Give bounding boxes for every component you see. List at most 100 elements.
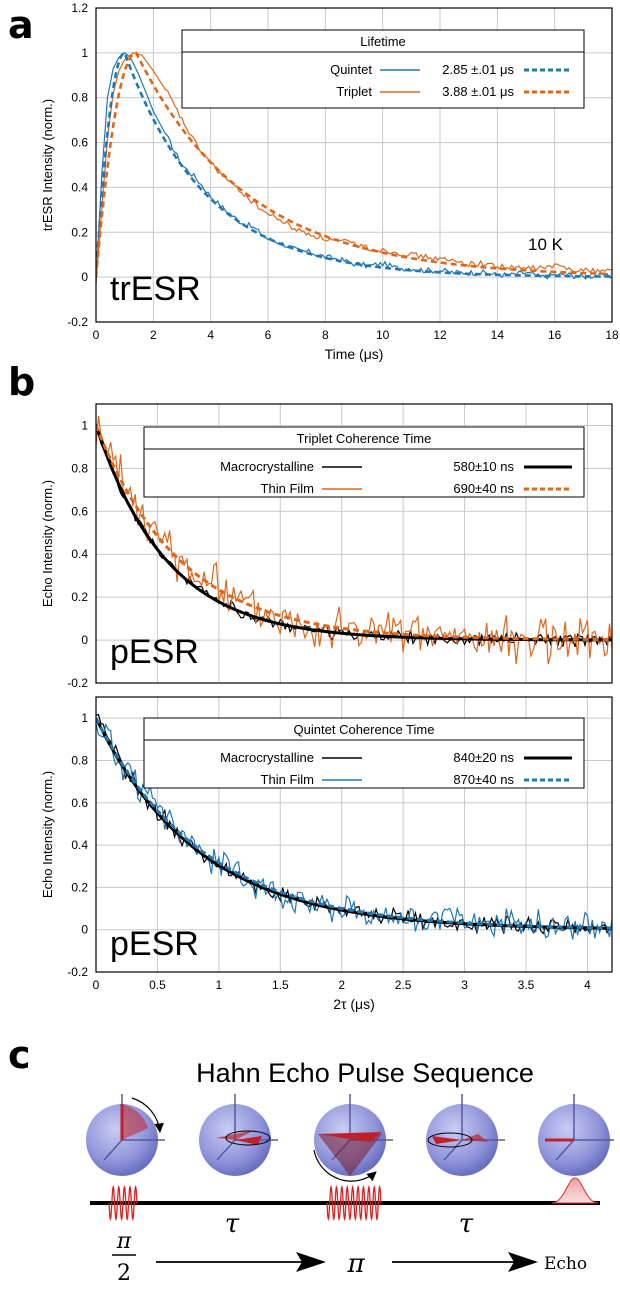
x-tick-label: 3.5 — [518, 978, 535, 992]
y-tick-label: 0.8 — [71, 91, 88, 105]
y-tick-label: 0.2 — [71, 225, 88, 239]
plot-area — [96, 713, 612, 940]
hahn-title: Hahn Echo Pulse Sequence — [196, 1058, 534, 1088]
tau-label-2: τ — [459, 1209, 474, 1239]
series-line-thin-film — [96, 722, 612, 940]
panel-letter-c: c — [8, 1033, 31, 1077]
legend-entry-name: Thin Film — [261, 481, 314, 496]
y-tick-label: 0.6 — [71, 504, 88, 518]
x-tick-label: 16 — [548, 328, 562, 342]
y-tick-label: 1 — [81, 46, 88, 60]
legend-entry-fit: 2.85 ±.01 μs — [442, 62, 514, 77]
y-axis-label: trESR Intensity (norm.) — [40, 99, 55, 231]
annotation-method: trESR — [110, 270, 201, 308]
x-tick-label: 1 — [216, 978, 223, 992]
bloch-sphere-2 — [199, 1094, 278, 1176]
plot-frame — [95, 7, 613, 323]
legend-entry-name: Quintet — [330, 62, 372, 77]
y-axis-label: Echo Intensity (norm.) — [40, 771, 55, 898]
legend-box — [181, 29, 585, 109]
x-tick-label: 18 — [605, 328, 619, 342]
x-tick-label: 4 — [584, 978, 591, 992]
legend-title: Triplet Coherence Time — [297, 431, 432, 446]
pESR-triplet-chart: -0.2 0 0.2 0.4 0.6 0.8 1 Echo Intensity (norm.)… — [40, 403, 613, 690]
series-line-triplet-fit — [96, 51, 611, 278]
x-tick-label: 3 — [461, 978, 468, 992]
legend-entry-fit: 690±40 ns — [453, 481, 514, 496]
x-tick-label: 10 — [376, 328, 390, 342]
x-tick-label: 0 — [93, 978, 100, 992]
x-axis-label: Time (μs) — [325, 346, 384, 362]
pulse-wave — [108, 1185, 138, 1221]
x-tick-label: 2 — [150, 328, 157, 342]
series-line-macrocrystalline — [96, 713, 612, 935]
bloch-sphere-3 — [313, 1094, 393, 1182]
plot-area — [96, 51, 612, 284]
legend-entry-fit: 3.88 ±.01 μs — [442, 84, 514, 99]
y-tick-label: 1 — [81, 418, 88, 432]
pESR-quintet-chart: -0.2 0 0.2 0.4 0.6 0.8 1 0 0.5 1 1.5 2 2.5 3 3.5 4 2τ (μ… — [40, 696, 613, 1012]
y-tick-label: 0 — [81, 633, 88, 647]
arrow-1-head — [296, 1252, 326, 1272]
y-tick-label: 0.4 — [71, 547, 88, 561]
x-tick-label: 4 — [207, 328, 214, 342]
echo-signal — [551, 1177, 599, 1204]
y-tick-label: 0.6 — [71, 796, 88, 810]
legend: Quintet Coherence Time Macrocrystalline 84… — [143, 717, 585, 789]
echo-label: Echo — [544, 1254, 587, 1274]
arrow-2-head — [508, 1252, 538, 1272]
y-tick-label: -0.2 — [67, 315, 88, 329]
pulse-wave — [326, 1184, 382, 1222]
plot-frame — [95, 403, 613, 684]
legend-entry-fit: 870±40 ns — [453, 772, 514, 787]
x-tick-label: 12 — [433, 328, 447, 342]
series-line-macrocrystalline-fit — [96, 717, 612, 930]
x-axis-label: 2τ (μs) — [333, 996, 375, 1012]
y-tick-label: 0.6 — [71, 136, 88, 150]
plot-frame — [95, 696, 613, 973]
pulse-pi-half — [108, 1185, 138, 1221]
series-line-thin-film-fit — [96, 424, 612, 642]
x-tick-label: 0 — [93, 328, 100, 342]
x-tick-label: 14 — [491, 328, 505, 342]
plot-area — [96, 415, 612, 665]
pulse-label-pi: π — [346, 1249, 365, 1279]
annotation-method: pESR — [110, 925, 199, 963]
y-tick-label: 0.8 — [71, 753, 88, 767]
legend-title: Lifetime — [360, 34, 406, 49]
x-tick-label: 6 — [265, 328, 272, 342]
bloch-sphere-5 — [538, 1094, 614, 1176]
y-tick-label: 0.2 — [71, 880, 88, 894]
y-tick-label: 0.4 — [71, 180, 88, 194]
legend-entry-name: Thin Film — [261, 772, 314, 787]
pulse-label-denominator: 2 — [117, 1261, 131, 1286]
legend-entry-name: Triplet — [336, 84, 372, 99]
y-tick-label: 1.2 — [71, 1, 88, 15]
y-tick-label: -0.2 — [67, 965, 88, 979]
legend-entry-fit: 580±10 ns — [453, 459, 514, 474]
series-line-quintet-fit — [96, 51, 611, 278]
x-tick-label: 1.5 — [272, 978, 289, 992]
panel-letter-b: b — [8, 360, 35, 404]
pulse-label-numerator: π — [116, 1229, 132, 1254]
y-tick-label: 0.2 — [71, 590, 88, 604]
y-tick-label: 1 — [81, 711, 88, 725]
tau-label-1: τ — [225, 1209, 240, 1239]
legend-title: Quintet Coherence Time — [294, 722, 435, 737]
x-tick-label: 8 — [322, 328, 329, 342]
legend-box — [143, 426, 585, 498]
annotation-method: pESR — [110, 633, 199, 671]
y-tick-label: 0 — [81, 270, 88, 284]
series-line-triplet — [96, 52, 612, 282]
legend-entry-name: Macrocrystalline — [220, 459, 314, 474]
panel-letter-a: a — [8, 3, 34, 47]
legend-box — [143, 717, 585, 789]
y-tick-label: 0.4 — [71, 838, 88, 852]
pulse-pi — [326, 1184, 382, 1222]
annotation-temperature: 10 K — [528, 235, 564, 254]
legend: Triplet Coherence Time Macrocrystalline 58… — [143, 426, 585, 498]
x-tick-label: 2 — [338, 978, 345, 992]
y-tick-label: -0.2 — [67, 676, 88, 690]
bloch-sphere-1 — [86, 1094, 165, 1176]
